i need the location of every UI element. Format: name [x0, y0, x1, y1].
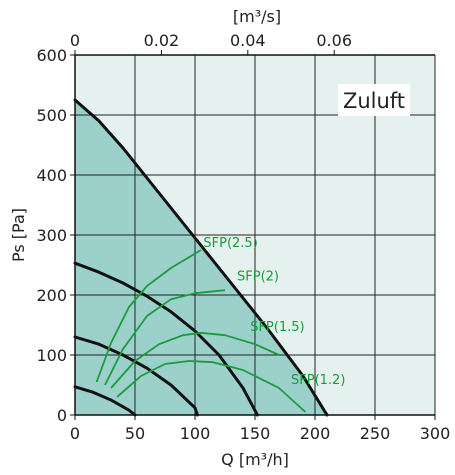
top-tick-label: 0.04	[230, 31, 266, 50]
sfp-curve-label: SFP(1.5)	[250, 320, 304, 335]
label-box-text: Zuluft	[343, 89, 405, 113]
y-axis-title: Ps [Pa]	[9, 208, 28, 262]
sfp-curve	[110, 331, 280, 389]
x-tick-label: 50	[125, 424, 145, 443]
top-axis-title: [m³/s]	[233, 7, 281, 26]
fan-curve	[73, 261, 259, 417]
sfp-curve-label: SFP(2.5)	[203, 236, 257, 251]
y-tick-label: 100	[36, 346, 67, 365]
y-tick-label: 0	[57, 406, 67, 425]
top-tick-label: 0.06	[316, 31, 352, 50]
label-box-background	[338, 84, 410, 116]
x-tick-label: 100	[180, 424, 211, 443]
fan-curve	[73, 98, 329, 417]
y-tick-label: 500	[36, 106, 67, 125]
top-tick-label: 0.02	[144, 31, 180, 50]
fan-curves	[73, 98, 329, 417]
x-tick-label: 250	[360, 424, 391, 443]
sfp-curve	[95, 249, 202, 383]
fan-curve	[73, 335, 199, 417]
top-tick-label: 0	[70, 31, 80, 50]
sfp-curve-label: SFP(2)	[237, 270, 279, 285]
y-tick-label: 300	[36, 226, 67, 245]
label-box: Zuluft	[338, 84, 410, 116]
sfp-curve-label: SFP(1.2)	[291, 373, 345, 388]
sfp-curve	[104, 289, 226, 386]
sfp-curve	[116, 360, 307, 413]
y-tick-label: 200	[36, 286, 67, 305]
operating-region	[75, 100, 327, 415]
x-tick-label: 300	[420, 424, 451, 443]
sfp-curves: SFP(2.5) SFP(2) SFP(1.5) SFP(1.2)	[95, 236, 345, 413]
fan-curve	[73, 385, 137, 417]
bottom-axis-title: Q [m³/h]	[221, 450, 289, 469]
y-tick-label: 400	[36, 166, 67, 185]
operating-area-fill	[75, 100, 327, 415]
x-tick-label: 150	[240, 424, 271, 443]
x-tick-label: 0	[70, 424, 80, 443]
x-tick-label: 200	[300, 424, 331, 443]
y-tick-label: 600	[36, 46, 67, 65]
